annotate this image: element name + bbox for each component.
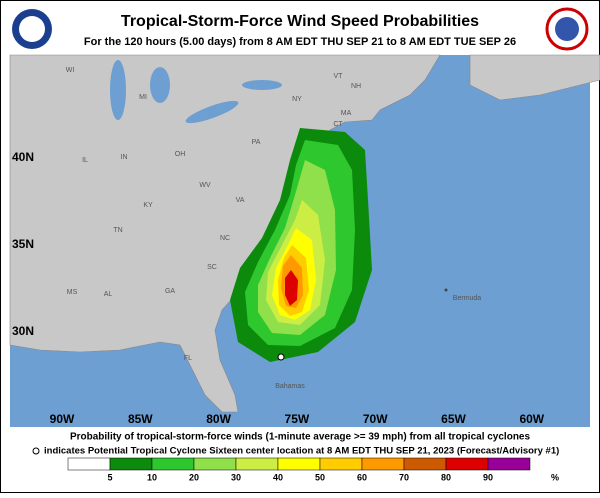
place-label: CT (333, 121, 343, 128)
title: Tropical-Storm-Force Wind Speed Probabil… (121, 13, 479, 30)
noaa-logo-inner (19, 16, 45, 42)
map (9, 54, 600, 427)
legend-label: 50 (315, 472, 325, 482)
legend-label: 80 (441, 472, 451, 482)
legend-label: 90 (483, 472, 493, 482)
lat-label: 30N (12, 324, 34, 338)
lon-label: 70W (363, 412, 388, 426)
place-label: SC (207, 264, 217, 271)
legend-label: 70 (399, 472, 409, 482)
place-label: AL (104, 291, 113, 298)
lon-label: 90W (50, 412, 75, 426)
legend-label: % (551, 472, 559, 482)
center-symbol (32, 447, 40, 455)
place-label: TN (113, 227, 122, 234)
place-label: GA (165, 288, 175, 295)
legend-swatch (109, 457, 153, 471)
place-label: IN (121, 154, 128, 161)
place-label: MI (139, 94, 147, 101)
place-label: FL (184, 355, 192, 362)
lake-erie (185, 100, 239, 124)
legend-swatch (319, 457, 363, 471)
lat-label: 35N (12, 237, 34, 251)
legend-swatch (361, 457, 405, 471)
caption: Probability of tropical-storm-force wind… (70, 432, 531, 443)
nws-logo-inner (555, 17, 579, 41)
probability-contours (230, 128, 372, 362)
legend-swatch (193, 457, 237, 471)
place-label: NY (292, 96, 302, 103)
legend-swatch (403, 457, 447, 471)
legend-swatch (151, 457, 195, 471)
legend-swatch (235, 457, 279, 471)
legend-label: 60 (357, 472, 367, 482)
lon-label: 60W (519, 412, 544, 426)
place-label: VA (236, 197, 245, 204)
lake-huron (150, 67, 170, 103)
place-label: WV (199, 182, 211, 189)
lat-label: 40N (12, 150, 34, 164)
legend-label: 40 (273, 472, 283, 482)
legend-label: 5 (107, 472, 112, 482)
place-label: VT (334, 73, 344, 80)
lon-label: 85W (128, 412, 153, 426)
place-label: MS (67, 289, 78, 296)
lake-ontario (242, 80, 282, 90)
storm-center (277, 353, 285, 361)
place-label: NC (220, 235, 230, 242)
place-label: OH (175, 151, 186, 158)
lon-label: 65W (441, 412, 466, 426)
place-label: PA (252, 139, 261, 146)
legend-label: 10 (147, 472, 157, 482)
legend-label: 20 (189, 472, 199, 482)
lake-michigan (110, 60, 126, 120)
legend-swatch (487, 457, 531, 471)
lon-label: 80W (206, 412, 231, 426)
bermuda-dot (444, 288, 448, 292)
legend-swatch (445, 457, 489, 471)
subtitle: For the 120 hours (5.00 days) from 8 AM … (84, 36, 516, 48)
place-label: Bermuda (453, 295, 482, 302)
note: indicates Potential Tropical Cyclone Six… (44, 446, 559, 457)
land-canada (469, 54, 600, 101)
place-label: WI (66, 67, 75, 74)
legend-label: 30 (231, 472, 241, 482)
place-label: KY (143, 202, 153, 209)
legend-swatch (277, 457, 321, 471)
place-label: MA (341, 110, 352, 117)
place-label: IL (82, 157, 88, 164)
lon-label: 75W (285, 412, 310, 426)
legend-swatch (67, 457, 111, 471)
place-label: NH (351, 83, 361, 90)
place-label: Bahamas (275, 383, 305, 390)
